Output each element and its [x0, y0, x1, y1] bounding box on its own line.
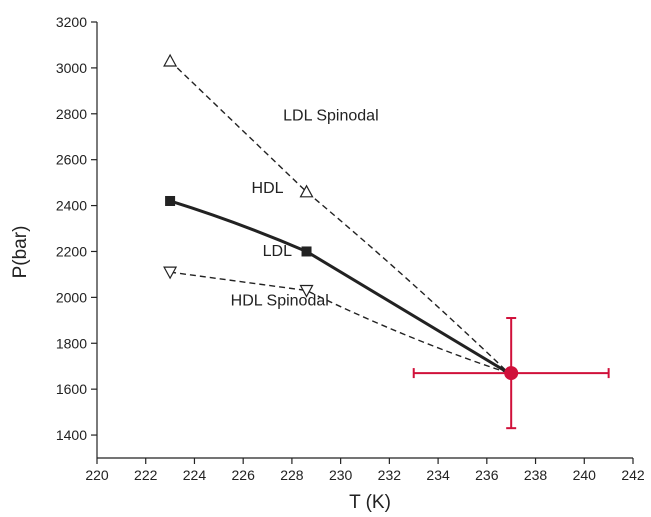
- x-tick-label: 240: [573, 467, 597, 483]
- annotation-label: LDL Spinodal: [283, 108, 378, 125]
- markers: [163, 53, 314, 298]
- hdl-spinodal-line: [169, 271, 509, 374]
- y-tick-label: 1800: [56, 335, 87, 351]
- x-tick-label: 224: [183, 467, 207, 483]
- square-marker: [301, 246, 312, 257]
- square-marker: [165, 195, 176, 206]
- critical-point-marker: [504, 366, 519, 381]
- y-tick-label: 2000: [56, 289, 87, 305]
- x-tick-label: 238: [524, 467, 548, 483]
- y-tick-label: 3000: [56, 60, 87, 76]
- y-tick-label: 3200: [56, 14, 87, 30]
- y-tick-label: 1600: [56, 381, 87, 397]
- y-tick-label: 2400: [56, 198, 87, 214]
- annotation-label: HDL: [252, 180, 284, 197]
- y-tick-label: 1400: [56, 427, 87, 443]
- x-tick-label: 242: [621, 467, 645, 483]
- x-tick-label: 232: [378, 467, 402, 483]
- triangle-down-marker: [299, 284, 314, 298]
- annotations: LDL Spinodal HDL LDL HDL Spinodal: [231, 108, 379, 310]
- y-tick-label: 2600: [56, 152, 87, 168]
- y-tick-label: 2800: [56, 106, 87, 122]
- x-tick-label: 226: [232, 467, 256, 483]
- x-tick-label: 220: [85, 467, 109, 483]
- triangle-down-marker: [163, 266, 178, 280]
- coexistence-line: [169, 199, 510, 375]
- ldl-spinodal-line: [169, 60, 510, 374]
- triangle-up-marker: [299, 184, 314, 198]
- x-tick-label: 234: [426, 467, 450, 483]
- x-tick-label: 228: [280, 467, 304, 483]
- annotation-label: HDL Spinodal: [231, 292, 329, 309]
- axes: 220 222 224 226 228 230 232 234 236 238 240 242 1400…: [56, 14, 645, 483]
- x-axis-title: T (K): [349, 492, 391, 513]
- y-axis-title: P(bar): [10, 226, 31, 279]
- triangle-up-marker: [163, 53, 178, 67]
- y-tick-label: 2200: [56, 243, 87, 259]
- x-tick-label: 222: [134, 467, 158, 483]
- critical-point-errorbars: [412, 317, 610, 430]
- annotation-label: LDL: [263, 243, 292, 260]
- curves: [169, 60, 510, 375]
- x-tick-label: 230: [329, 467, 353, 483]
- x-tick-label: 236: [475, 467, 499, 483]
